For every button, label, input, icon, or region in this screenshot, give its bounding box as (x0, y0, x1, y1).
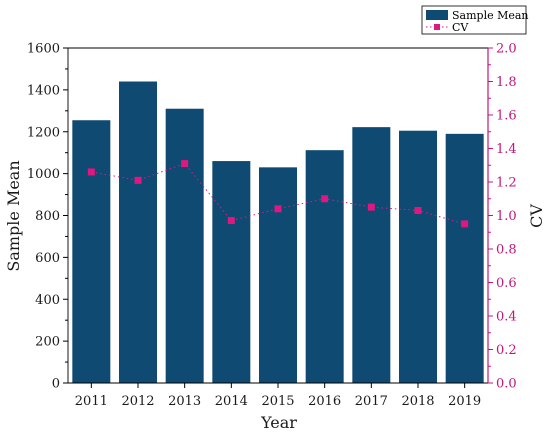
x-tick-label: 2018 (401, 394, 434, 409)
y-axis-label: Sample Mean (4, 160, 23, 271)
x-tick-label: 2019 (448, 394, 481, 409)
legend-swatch-sample-mean (426, 10, 448, 20)
y2-tick-label: 1.2 (496, 176, 517, 191)
bar-2012 (119, 81, 157, 383)
bar-2015 (259, 167, 297, 383)
cv-point-2014 (227, 217, 235, 225)
y2-tick-label: 1.4 (496, 142, 517, 157)
cv-point-2015 (274, 205, 282, 213)
x-tick-label: 2012 (121, 394, 154, 409)
x-axis-label: Year (260, 413, 297, 432)
legend-marker-cv (434, 24, 440, 30)
y-tick-label: 200 (35, 335, 60, 350)
y2-tick-label: 0.0 (496, 377, 517, 392)
y2-tick-label: 1.8 (496, 75, 517, 90)
cv-line-layer (87, 160, 469, 228)
x-tick-label: 2013 (168, 394, 201, 409)
y2-tick-label: 0.4 (496, 310, 517, 325)
y2-axis-label: CV (527, 204, 546, 228)
cv-point-2012 (134, 176, 142, 184)
y-tick-label: 1200 (27, 125, 60, 140)
x-tick-label: 2011 (75, 394, 108, 409)
legend-label-sample-mean: Sample Mean (452, 9, 529, 22)
cv-line (91, 162, 465, 225)
legend: Sample Mean CV (421, 5, 529, 35)
x-tick-label: 2015 (261, 394, 294, 409)
bar-2011 (72, 120, 111, 383)
y2-tick-label: 0.2 (496, 343, 517, 358)
cv-point-2017 (367, 203, 375, 211)
bar-2018 (399, 130, 437, 383)
axes-layer: 0 200 400 600 800 1000 1200 1400 1600 0.0 0.2 0.4 0.… (27, 42, 517, 410)
y2-tick-label: 1.6 (496, 109, 517, 124)
cv-point-2018 (414, 206, 422, 214)
cv-point-2016 (321, 195, 329, 203)
bar-2014 (212, 161, 251, 383)
x-tick-label: 2014 (215, 394, 248, 409)
y-tick-label: 1600 (27, 42, 60, 57)
y2-tick-label: 2.0 (496, 42, 517, 57)
bar-2016 (305, 150, 344, 383)
bars-layer (72, 81, 484, 383)
bar-2019 (445, 133, 484, 383)
y-tick-label: 1000 (27, 167, 60, 182)
y2-tick-label: 1.0 (496, 209, 517, 224)
y-tick-label: 0 (52, 377, 60, 392)
legend-label-cv: CV (452, 21, 469, 34)
cv-point-2011 (87, 168, 95, 176)
y-tick-label: 400 (35, 293, 60, 308)
x-tick-label: 2017 (355, 394, 388, 409)
bar-2017 (352, 127, 391, 383)
y-tick-label: 800 (35, 209, 60, 224)
bar-2013 (165, 108, 204, 383)
y-tick-label: 600 (35, 251, 60, 266)
y-tick-label: 1400 (27, 83, 60, 98)
x-tick-label: 2016 (308, 394, 341, 409)
y2-tick-label: 0.6 (496, 276, 517, 291)
cv-point-2019 (461, 220, 469, 228)
cv-point-2013 (181, 160, 189, 168)
y2-tick-label: 0.8 (496, 243, 517, 258)
